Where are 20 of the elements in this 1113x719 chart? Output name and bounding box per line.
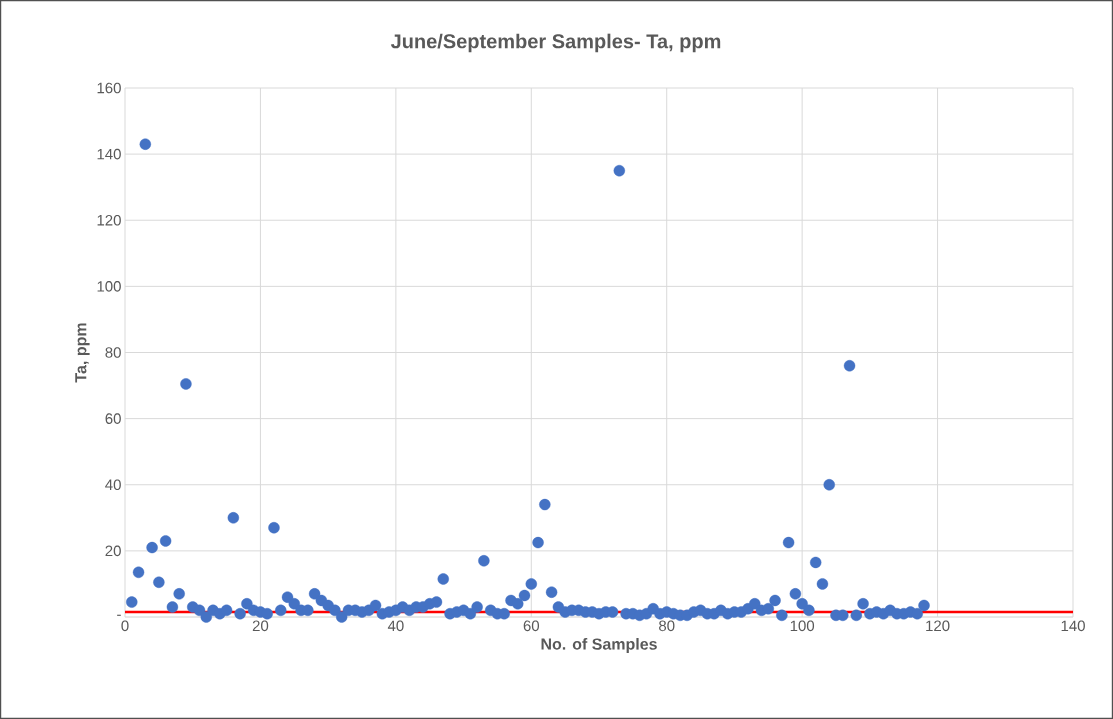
y-tick-label: 60 [105, 413, 121, 424]
y-tick-label: 100 [97, 281, 121, 292]
x-tick-label: 0 [121, 620, 129, 632]
y-axis-title: Ta, ppm [75, 323, 90, 383]
x-tick-label: 40 [387, 620, 404, 632]
y-tick-label: 20 [105, 545, 121, 557]
chart-title: June/September Samples- Ta, ppm [390, 33, 721, 53]
y-tick-label: 40 [105, 479, 121, 491]
y-tick-label: 120 [97, 214, 121, 226]
x-tick-label: 140 [1061, 620, 1085, 632]
y-tick-label: - [117, 614, 121, 616]
x-tick-label: 100 [790, 620, 815, 632]
y-tick-label: 140 [97, 148, 121, 160]
x-tick-label: 60 [523, 620, 540, 632]
x-axis-title: No. of Samples [541, 638, 657, 653]
y-tick-label: 80 [105, 347, 121, 358]
x-tick-label: 20 [252, 620, 269, 632]
x-tick-label: 80 [659, 620, 675, 632]
x-tick-label: 120 [926, 620, 950, 632]
y-tick-label: 160 [97, 82, 121, 94]
